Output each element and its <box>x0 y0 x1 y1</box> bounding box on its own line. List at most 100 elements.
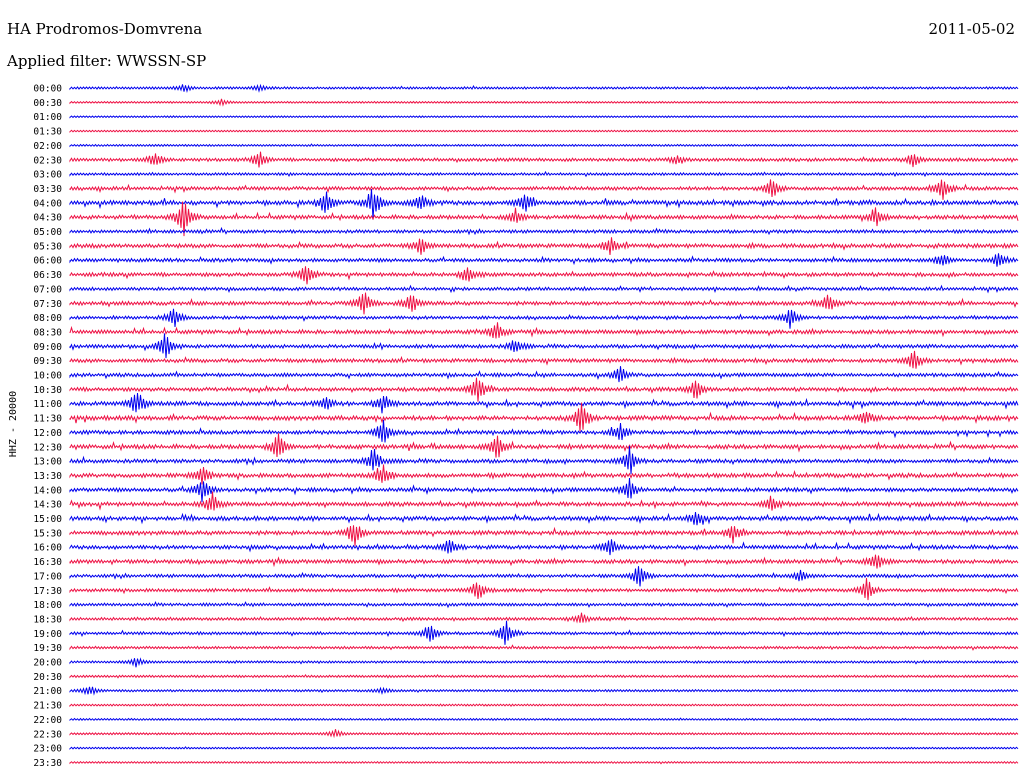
trace-row <box>69 402 1019 432</box>
row-time-label: 09:00 <box>33 342 62 353</box>
row-time-label: 00:00 <box>33 84 62 95</box>
row-time-label: 02:00 <box>33 141 62 152</box>
trace-row <box>69 491 1019 511</box>
trace-row <box>69 512 1019 526</box>
trace-row <box>69 760 1019 765</box>
trace-row <box>69 292 1019 315</box>
row-time-label: 22:00 <box>33 715 62 726</box>
row-time-label: 19:30 <box>33 643 62 654</box>
row-time-label: 09:30 <box>33 356 62 367</box>
trace-row <box>69 746 1019 750</box>
trace-row <box>69 237 1019 256</box>
row-time-label: 17:30 <box>33 586 62 597</box>
row-time-label: 20:30 <box>33 672 62 683</box>
trace-row <box>69 393 1019 414</box>
trace-row <box>69 308 1019 329</box>
trace-row <box>69 673 1019 679</box>
trace-row <box>69 566 1019 587</box>
row-time-label: 11:00 <box>33 399 62 410</box>
row-time-label: 11:30 <box>33 414 62 425</box>
row-time-label: 10:00 <box>33 371 62 382</box>
trace-row <box>69 129 1019 133</box>
trace-row <box>69 686 1019 696</box>
row-time-labels: 00:00 00:30 01:00 01:30 02:00 02:30 03:00 03:30… <box>33 84 62 769</box>
row-time-label: 18:00 <box>33 600 62 611</box>
row-time-label: 16:00 <box>33 543 62 554</box>
row-time-label: 02:30 <box>33 155 62 166</box>
row-time-label: 14:00 <box>33 485 62 496</box>
trace-row <box>69 253 1019 267</box>
trace-row <box>69 179 1019 200</box>
trace-row <box>69 189 1019 220</box>
row-time-label: 18:30 <box>33 614 62 625</box>
row-time-label: 01:00 <box>33 112 62 123</box>
trace-row <box>69 143 1019 148</box>
trace-row <box>69 525 1019 546</box>
row-time-label: 20:00 <box>33 658 62 669</box>
trace-row <box>69 350 1019 369</box>
seismic-traces <box>69 83 1019 765</box>
row-time-label: 21:30 <box>33 701 62 712</box>
row-time-label: 13:00 <box>33 457 62 468</box>
trace-row <box>69 578 1019 601</box>
trace-row <box>69 322 1019 339</box>
trace-row <box>69 284 1019 294</box>
trace-row <box>69 366 1019 383</box>
trace-row <box>69 612 1019 624</box>
row-time-label: 08:30 <box>33 327 62 338</box>
row-time-label: 07:30 <box>33 299 62 310</box>
row-time-label: 17:00 <box>33 571 62 582</box>
row-time-label: 16:30 <box>33 557 62 568</box>
trace-row <box>69 717 1019 722</box>
trace-row <box>69 98 1019 107</box>
row-time-label: 23:30 <box>33 758 62 769</box>
trace-row <box>69 170 1019 178</box>
row-time-label: 13:30 <box>33 471 62 482</box>
row-time-label: 19:00 <box>33 629 62 640</box>
trace-row <box>69 226 1019 236</box>
trace-row <box>69 601 1019 609</box>
row-time-label: 22:30 <box>33 729 62 740</box>
row-time-label: 23:00 <box>33 744 62 755</box>
row-time-label: 01:30 <box>33 127 62 138</box>
trace-row <box>69 477 1019 503</box>
trace-row <box>69 445 1019 475</box>
date-label: 2011-05-02 <box>929 20 1015 38</box>
row-time-label: 21:00 <box>33 686 62 697</box>
trace-row <box>69 115 1019 119</box>
row-time-label: 06:00 <box>33 256 62 267</box>
trace-row <box>69 729 1019 739</box>
trace-row <box>69 554 1019 569</box>
row-time-label: 07:00 <box>33 284 62 295</box>
trace-row <box>69 151 1019 168</box>
row-time-label: 03:00 <box>33 170 62 181</box>
trace-row <box>69 333 1019 359</box>
row-time-label: 00:30 <box>33 98 62 109</box>
trace-row <box>69 644 1019 651</box>
row-time-label: 06:30 <box>33 270 62 281</box>
trace-row <box>69 620 1019 645</box>
row-time-label: 05:30 <box>33 241 62 252</box>
row-time-label: 14:30 <box>33 500 62 511</box>
trace-row <box>69 201 1019 237</box>
row-time-label: 15:00 <box>33 514 62 525</box>
row-time-label: 12:30 <box>33 442 62 453</box>
row-time-label: 15:30 <box>33 528 62 539</box>
row-time-label: 12:00 <box>33 428 62 439</box>
trace-row <box>69 464 1019 485</box>
row-time-label: 05:00 <box>33 227 62 238</box>
row-time-label: 04:30 <box>33 213 62 224</box>
trace-row <box>69 433 1019 458</box>
trace-row <box>69 657 1019 668</box>
trace-row <box>69 377 1019 402</box>
row-time-label: 03:30 <box>33 184 62 195</box>
station-title: HA Prodromos-Domvrena <box>7 20 202 38</box>
trace-row <box>69 539 1019 556</box>
row-time-label: 10:30 <box>33 385 62 396</box>
row-time-label: 04:00 <box>33 198 62 209</box>
row-time-label: 08:00 <box>33 313 62 324</box>
channel-label: HHZ - 20000 <box>8 391 19 457</box>
trace-row <box>69 419 1019 443</box>
trace-row <box>69 266 1019 285</box>
